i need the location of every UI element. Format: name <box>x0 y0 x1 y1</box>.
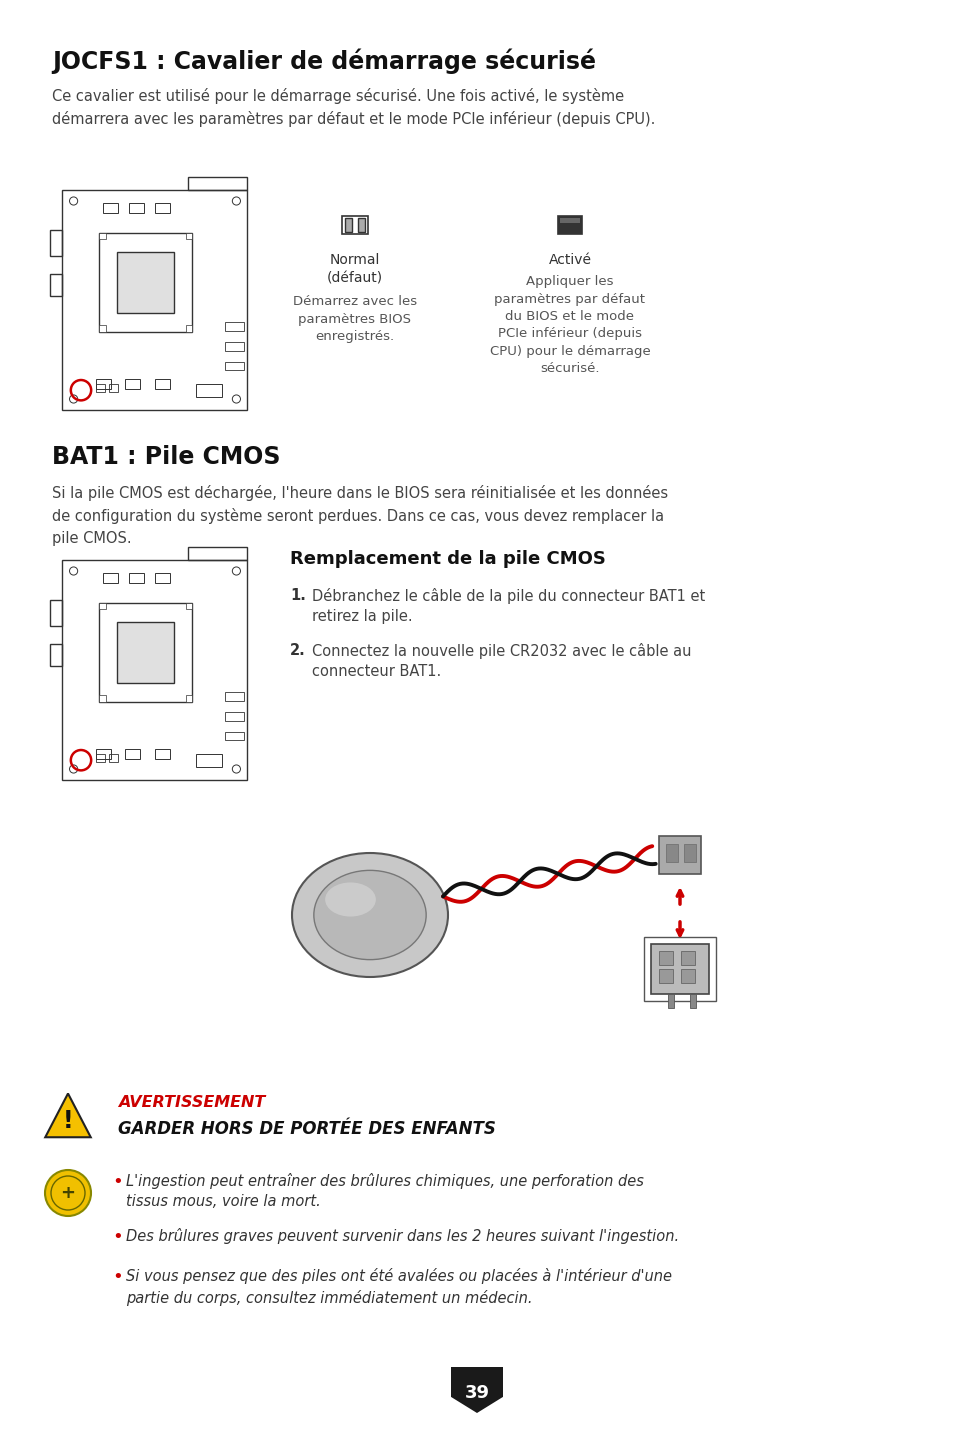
Bar <box>109 753 118 762</box>
Text: Remplacement de la pile CMOS: Remplacement de la pile CMOS <box>290 550 605 569</box>
Bar <box>103 573 118 583</box>
Bar <box>95 753 105 762</box>
Bar <box>195 384 221 397</box>
Bar <box>225 322 244 331</box>
Text: •: • <box>112 1267 123 1286</box>
Bar <box>225 362 244 371</box>
Bar <box>185 603 192 610</box>
Bar <box>63 560 247 780</box>
Bar <box>129 573 144 583</box>
Bar <box>129 203 144 213</box>
Bar <box>680 969 695 982</box>
Bar <box>50 274 63 295</box>
Bar <box>125 749 140 759</box>
Bar <box>659 951 672 965</box>
Bar <box>195 753 221 766</box>
Text: +: + <box>60 1184 75 1201</box>
Polygon shape <box>45 1094 91 1137</box>
Bar <box>225 692 244 700</box>
Bar <box>99 603 106 610</box>
Bar <box>95 749 111 759</box>
Text: Débranchez le câble de la pile du connecteur BAT1 et
retirez la pile.: Débranchez le câble de la pile du connec… <box>312 589 704 624</box>
Text: •: • <box>112 1229 123 1246</box>
Text: Normal
(défaut): Normal (défaut) <box>327 253 383 285</box>
Bar <box>154 203 170 213</box>
Text: GARDER HORS DE PORTÉE DES ENFANTS: GARDER HORS DE PORTÉE DES ENFANTS <box>118 1120 496 1138</box>
Bar <box>558 218 579 223</box>
Bar <box>99 233 106 239</box>
Bar <box>154 379 170 390</box>
Text: 39: 39 <box>464 1383 489 1402</box>
Bar <box>99 325 106 332</box>
Text: Connectez la nouvelle pile CR2032 avec le câble au
connecteur BAT1.: Connectez la nouvelle pile CR2032 avec l… <box>312 643 691 679</box>
Bar <box>188 176 247 190</box>
Bar <box>50 229 63 256</box>
Text: Si la pile CMOS est déchargée, l'heure dans le BIOS sera réinitialisée et les do: Si la pile CMOS est déchargée, l'heure d… <box>52 485 667 546</box>
Ellipse shape <box>314 871 426 959</box>
Bar <box>154 749 170 759</box>
Bar <box>689 994 696 1008</box>
Text: AVERTISSEMENT: AVERTISSEMENT <box>118 1095 265 1110</box>
Bar <box>117 621 174 683</box>
Bar <box>667 994 673 1008</box>
Text: BAT1 : Pile CMOS: BAT1 : Pile CMOS <box>52 445 280 470</box>
Bar <box>225 712 244 720</box>
Text: L'ingestion peut entraîner des brûlures chimiques, une perforation des
tissus mo: L'ingestion peut entraîner des brûlures … <box>126 1173 643 1210</box>
Text: 1.: 1. <box>290 589 306 603</box>
Bar <box>341 216 368 233</box>
Bar <box>63 190 247 410</box>
Bar <box>225 732 244 740</box>
Bar <box>557 216 582 235</box>
Bar <box>125 379 140 390</box>
Bar <box>117 252 174 314</box>
Bar <box>345 219 352 232</box>
Text: Démarrez avec les
paramètres BIOS
enregistrés.: Démarrez avec les paramètres BIOS enregi… <box>293 295 416 344</box>
Circle shape <box>45 1170 91 1216</box>
Bar <box>185 325 192 332</box>
Bar <box>99 233 192 332</box>
Bar <box>659 836 700 874</box>
Text: !: ! <box>63 1110 73 1134</box>
Bar <box>99 603 192 702</box>
Bar <box>188 547 247 560</box>
Bar <box>109 384 118 392</box>
Bar <box>225 342 244 351</box>
Bar <box>95 384 105 392</box>
Text: Appliquer les
paramètres par défaut
du BIOS et le mode
PCIe inférieur (depuis
CP: Appliquer les paramètres par défaut du B… <box>489 275 650 375</box>
Bar <box>659 969 672 982</box>
Bar <box>650 944 708 994</box>
Bar <box>154 573 170 583</box>
Bar <box>643 937 716 1001</box>
Text: Des brûlures graves peuvent survenir dans les 2 heures suivant l'ingestion.: Des brûlures graves peuvent survenir dan… <box>126 1229 679 1244</box>
Bar <box>99 696 106 702</box>
Text: Si vous pensez que des piles ont été avalées ou placées à l'intérieur d'une
part: Si vous pensez que des piles ont été ava… <box>126 1267 671 1306</box>
Text: JOCFS1 : Cavalier de démarrage sécurisé: JOCFS1 : Cavalier de démarrage sécurisé <box>52 49 596 73</box>
Bar <box>185 696 192 702</box>
Text: Activé: Activé <box>548 253 591 266</box>
Bar <box>50 600 63 626</box>
Bar <box>665 843 678 862</box>
Bar <box>50 643 63 666</box>
Bar <box>683 843 696 862</box>
Bar <box>95 379 111 390</box>
Ellipse shape <box>292 853 448 977</box>
Text: •: • <box>112 1173 123 1191</box>
Text: Ce cavalier est utilisé pour le démarrage sécurisé. Une fois activé, le système
: Ce cavalier est utilisé pour le démarrag… <box>52 87 655 127</box>
Polygon shape <box>451 1368 502 1413</box>
Bar <box>103 203 118 213</box>
Text: 2.: 2. <box>290 643 305 657</box>
Bar <box>185 233 192 239</box>
Bar <box>358 219 365 232</box>
Ellipse shape <box>325 882 375 916</box>
Bar <box>680 951 695 965</box>
